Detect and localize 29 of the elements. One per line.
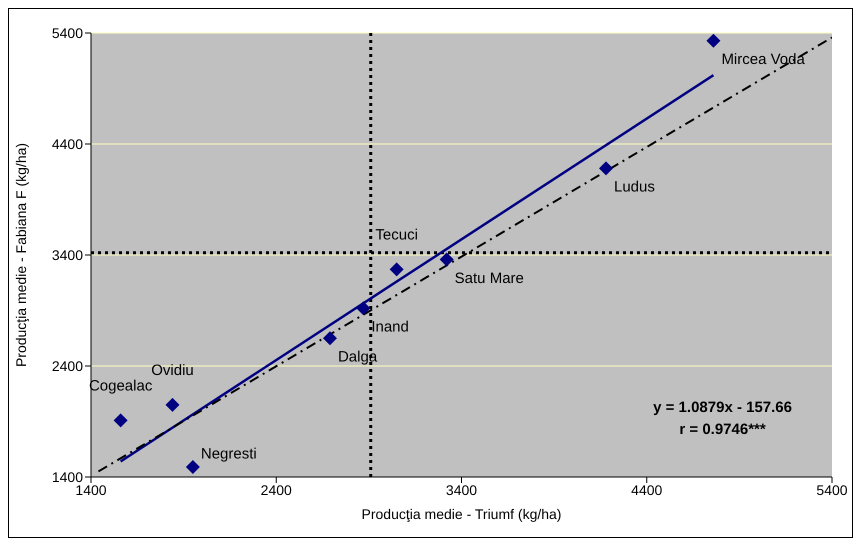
point bbox=[356, 301, 370, 316]
x-tick-label: 2400 bbox=[260, 482, 292, 498]
x-axis-title: Producţia medie - Triumf (kg/ha) bbox=[362, 506, 562, 522]
annotation: y = 1.0879x - 157.66 bbox=[653, 398, 792, 418]
x-tick-label: 5400 bbox=[816, 482, 848, 498]
annotation: Satu Mare bbox=[454, 270, 524, 287]
annotation: Ovidiu bbox=[151, 362, 194, 379]
point bbox=[440, 252, 454, 266]
annotation: Ludus bbox=[614, 178, 655, 196]
y-tick-label: 2400 bbox=[52, 358, 84, 374]
y-tick-label: 4400 bbox=[52, 136, 84, 152]
x-tick-label: 4400 bbox=[631, 482, 663, 498]
annotation: Tecuci bbox=[375, 226, 418, 244]
point bbox=[390, 262, 404, 276]
point bbox=[706, 34, 720, 48]
y-tick-label: 3400 bbox=[52, 246, 84, 263]
annotation: Negresti bbox=[200, 445, 257, 462]
point bbox=[322, 331, 337, 346]
y-tick-label: 5400 bbox=[52, 24, 84, 41]
annotation: Inand bbox=[371, 318, 409, 336]
y-axis-title: Producţia medie - Fabiana F (kg/ha) bbox=[12, 142, 29, 368]
annotation: r = 0.9746*** bbox=[678, 420, 767, 440]
x-tick-label: 3400 bbox=[446, 482, 478, 498]
point bbox=[186, 460, 200, 474]
point bbox=[166, 398, 180, 412]
annotation: Mircea Voda bbox=[721, 51, 806, 68]
annotation: Dalga bbox=[338, 348, 378, 366]
point bbox=[598, 161, 613, 176]
point bbox=[114, 413, 128, 428]
